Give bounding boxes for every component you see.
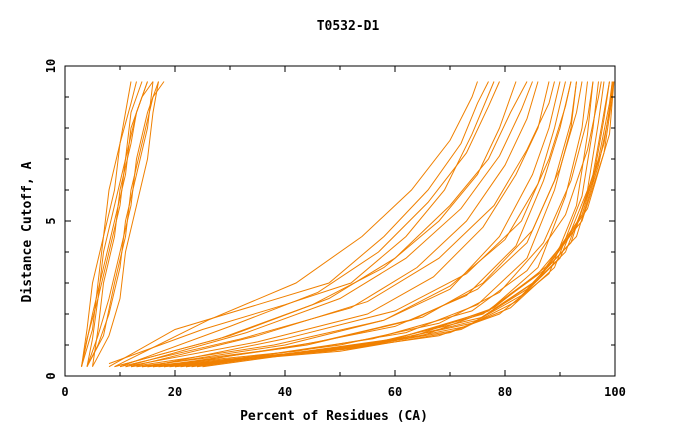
series-line-12	[108, 81, 495, 365]
series-line-5	[86, 81, 159, 367]
y-axis-ticks: 0 5 10	[44, 59, 615, 380]
x-tick-label: 80	[498, 385, 512, 399]
series-line-40	[202, 81, 615, 368]
series-line-33	[196, 81, 614, 368]
series-line-34	[185, 81, 602, 368]
series-line-14	[114, 81, 528, 368]
plot-lines	[81, 81, 615, 368]
series-line-13	[114, 81, 517, 368]
series-line-10	[86, 81, 154, 367]
series-line-27	[185, 81, 613, 368]
series-line-22	[158, 81, 599, 368]
series-line-6	[86, 81, 165, 367]
y-tick-label: 10	[44, 59, 58, 73]
x-tick-label: 100	[604, 385, 626, 399]
series-line-38	[141, 81, 566, 368]
series-line-3	[86, 81, 148, 367]
series-line-4	[81, 81, 154, 367]
series-line-2	[81, 81, 137, 367]
chart-title: T0532-D1	[317, 19, 380, 34]
x-tick-label: 60	[388, 385, 402, 399]
x-axis-label: Percent of Residues (CA)	[240, 409, 428, 424]
series-line-9	[92, 81, 148, 367]
series-line-11	[108, 81, 489, 368]
series-line-31	[147, 81, 572, 368]
series-line-16	[125, 81, 550, 368]
series-line-15	[119, 81, 539, 368]
y-tick-label: 0	[44, 372, 58, 379]
series-line-35	[119, 81, 500, 368]
series-line-8	[81, 81, 143, 367]
x-tick-label: 40	[278, 385, 292, 399]
series-line-7	[92, 81, 159, 367]
series-line-21	[152, 81, 594, 368]
series-line-39	[152, 81, 577, 368]
x-tick-label: 20	[168, 385, 182, 399]
series-line-32	[130, 81, 555, 368]
x-tick-label: 0	[61, 385, 68, 399]
y-axis-label: Distance Cutoff, A	[20, 161, 35, 302]
series-line-36	[114, 81, 478, 368]
series-line-19	[141, 81, 577, 368]
series-line-1	[81, 81, 132, 367]
series-line-37	[125, 81, 533, 368]
series-line-17	[130, 81, 561, 368]
x-axis-ticks: 0 20 40 60 80 100	[61, 66, 626, 399]
series-line-23	[163, 81, 605, 368]
y-tick-label: 5	[44, 217, 58, 224]
series-line-30	[163, 81, 583, 368]
